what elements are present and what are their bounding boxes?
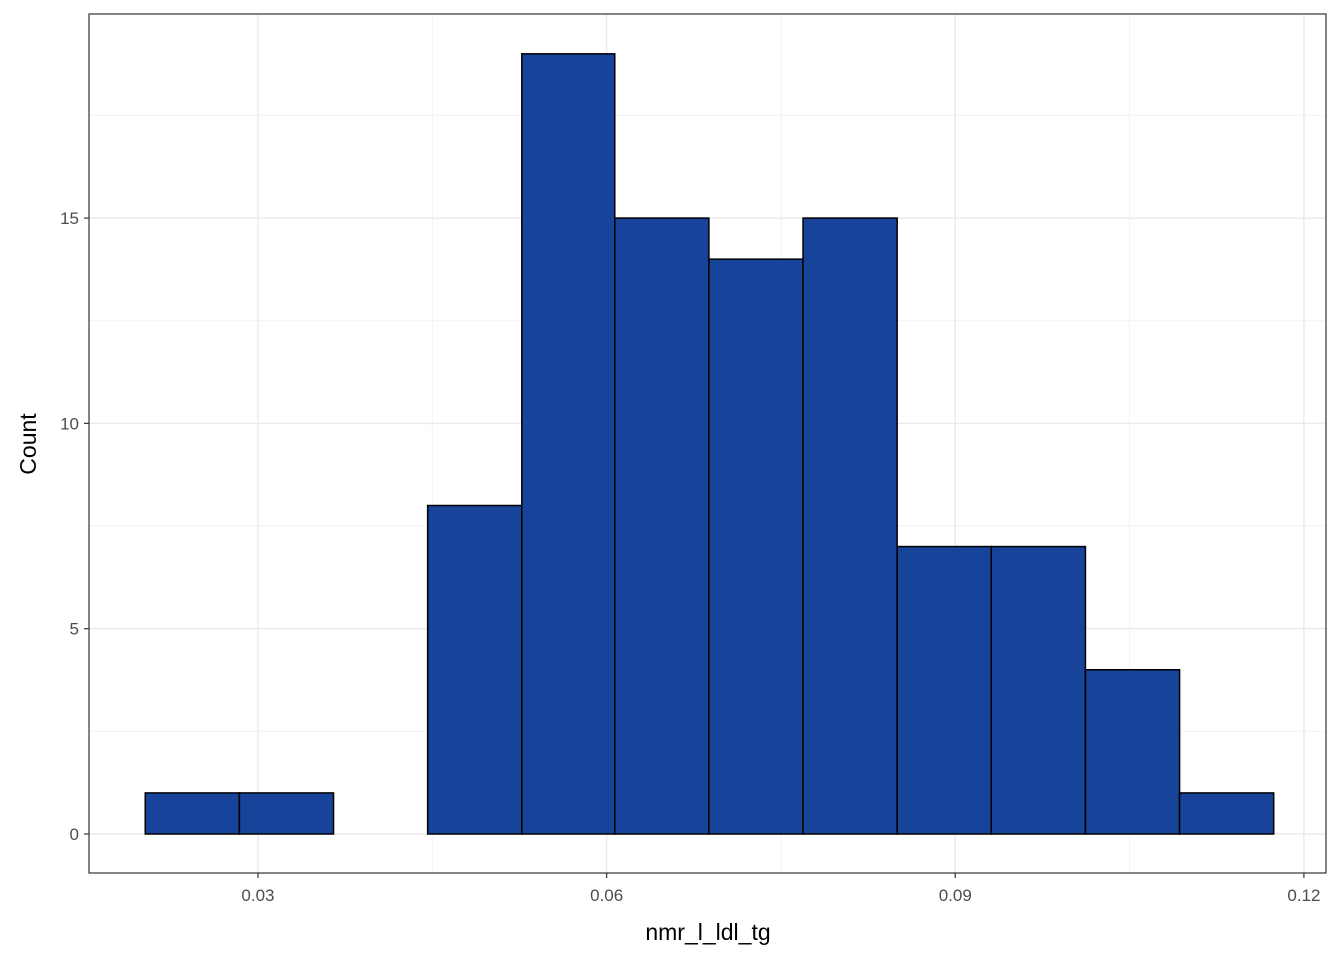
bar (426, 504, 523, 835)
bar (802, 217, 898, 835)
y-axis-title: Count (15, 413, 41, 475)
y-tick-label: 0 (70, 825, 79, 844)
bar (1178, 792, 1275, 835)
x-axis-title: nmr_l_ldl_tg (645, 919, 770, 945)
bar (238, 792, 335, 835)
bar (614, 217, 710, 835)
panel-border (88, 13, 1327, 874)
bar (144, 792, 241, 835)
bar (896, 545, 993, 835)
x-tick-label: 0.06 (590, 886, 623, 905)
y-tick-label: 10 (60, 414, 79, 433)
x-tick-label: 0.12 (1287, 886, 1320, 905)
y-tick-label: 5 (70, 620, 79, 639)
x-tick-label: 0.03 (241, 886, 274, 905)
bar (1084, 668, 1181, 835)
bar (990, 545, 1087, 835)
x-tick-label: 0.09 (939, 886, 972, 905)
y-tick-label: 15 (60, 209, 79, 228)
bar (708, 258, 804, 835)
bar (521, 53, 616, 835)
